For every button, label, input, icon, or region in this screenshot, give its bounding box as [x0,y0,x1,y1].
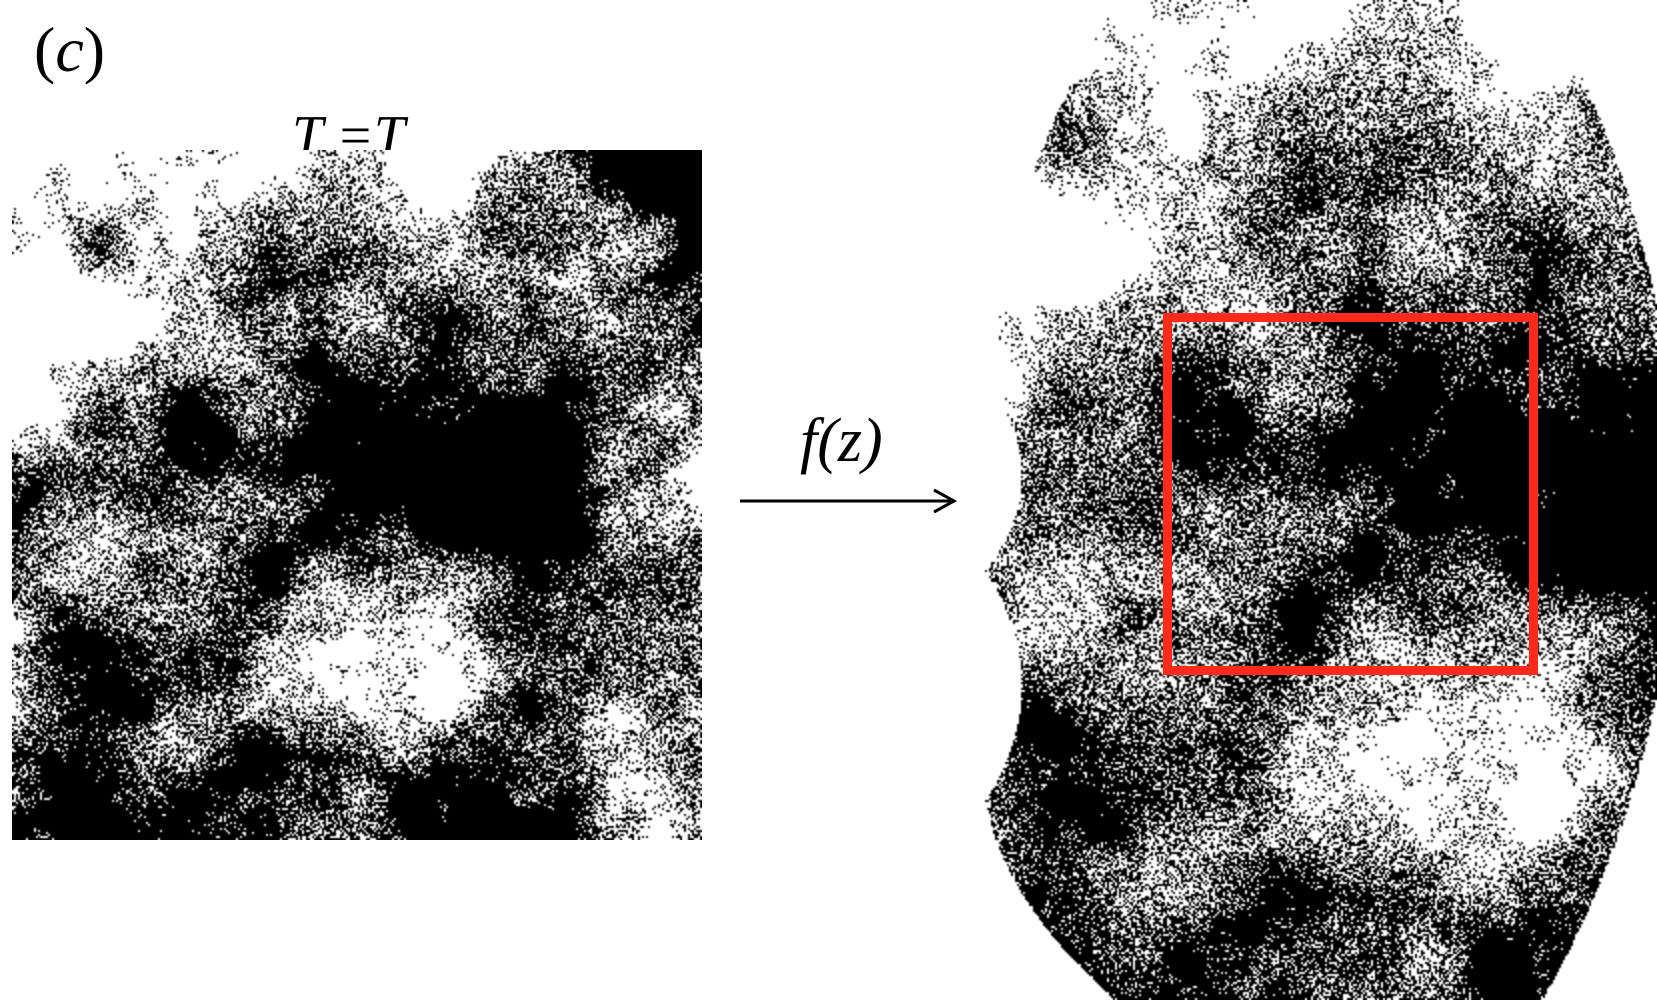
map-label: f(z) [800,407,883,475]
panel-label: (c) [34,14,106,85]
panel-letter: c [55,14,84,85]
highlight-box [1163,313,1538,675]
ising-lattice-mapped [975,0,1657,1000]
ising-lattice-square [12,150,702,840]
right-arrow-icon [740,488,958,514]
